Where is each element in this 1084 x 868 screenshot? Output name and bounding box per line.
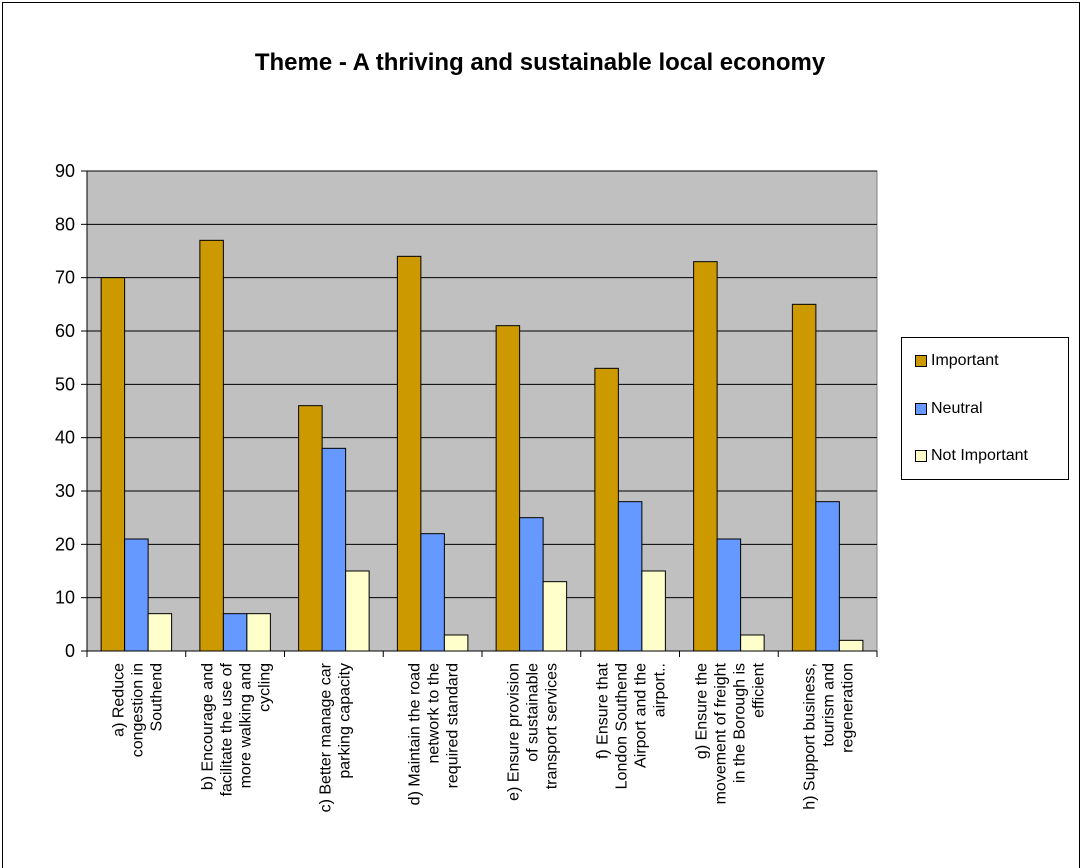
legend-label-neutral: Neutral xyxy=(931,400,983,417)
bar xyxy=(838,639,864,652)
y-tick-label: 10 xyxy=(55,588,75,608)
bar xyxy=(147,613,173,652)
bar xyxy=(693,261,718,652)
y-tick-label: 90 xyxy=(55,161,75,181)
bar xyxy=(420,533,445,652)
legend-swatch-important xyxy=(915,355,927,367)
bar xyxy=(740,634,765,652)
legend-swatch-not-important xyxy=(915,450,927,462)
y-tick-label: 80 xyxy=(55,214,75,234)
bar xyxy=(815,501,840,652)
bar xyxy=(495,325,521,652)
category-label: d) Maintain the road network to the requir… xyxy=(407,663,462,805)
category-label: c) Better manage car parking capacity xyxy=(317,662,353,812)
category-label: e) Ensure provision of sustainable transpo… xyxy=(505,663,560,801)
chart-title: Theme - A thriving and sustainable local… xyxy=(255,49,826,76)
legend: Important Neutral Not Important xyxy=(901,337,1069,480)
y-tick-label: 70 xyxy=(55,268,75,288)
bar xyxy=(222,613,248,652)
category-label: g) Ensure the movement of freight in the B… xyxy=(693,662,767,804)
bar xyxy=(791,303,817,652)
y-tick-label: 40 xyxy=(55,428,75,448)
legend-swatch-neutral xyxy=(915,403,927,415)
legend-item-not-important: Not Important xyxy=(915,447,1028,465)
bar xyxy=(443,634,469,652)
category-label: a) Reduce congestion in Southend xyxy=(110,663,165,757)
y-tick-label: 50 xyxy=(55,374,75,394)
y-tick-label: 30 xyxy=(55,481,75,501)
bar xyxy=(641,570,666,652)
bar xyxy=(345,570,370,652)
legend-item-neutral: Neutral xyxy=(915,400,983,418)
bar xyxy=(321,447,347,652)
bar xyxy=(617,501,643,652)
y-tick-label: 0 xyxy=(65,641,75,661)
bar xyxy=(716,538,742,652)
legend-label-not-important: Not Important xyxy=(931,447,1028,464)
y-tick-label: 60 xyxy=(55,321,75,341)
bar xyxy=(199,239,224,652)
plot-area: 0 10 20 30 40 50 60 70 80 90 a) Reduce congestion i… xyxy=(55,161,878,812)
bar xyxy=(298,405,323,652)
bar xyxy=(124,538,149,652)
legend-item-important: Important xyxy=(915,352,999,370)
bar xyxy=(542,581,568,652)
category-label: h) Support business, tourism and regenerat… xyxy=(802,663,857,810)
bar xyxy=(246,613,271,652)
category-label: f) Ensure that London Southend Airport and… xyxy=(595,662,669,789)
legend-label-important: Important xyxy=(931,352,999,369)
category-label: b) Encourage and facilitate the use of mor… xyxy=(200,662,274,796)
bar xyxy=(100,277,126,652)
bar xyxy=(519,517,544,652)
bar xyxy=(396,255,422,652)
y-tick-label: 20 xyxy=(55,534,75,554)
bar xyxy=(594,367,619,652)
